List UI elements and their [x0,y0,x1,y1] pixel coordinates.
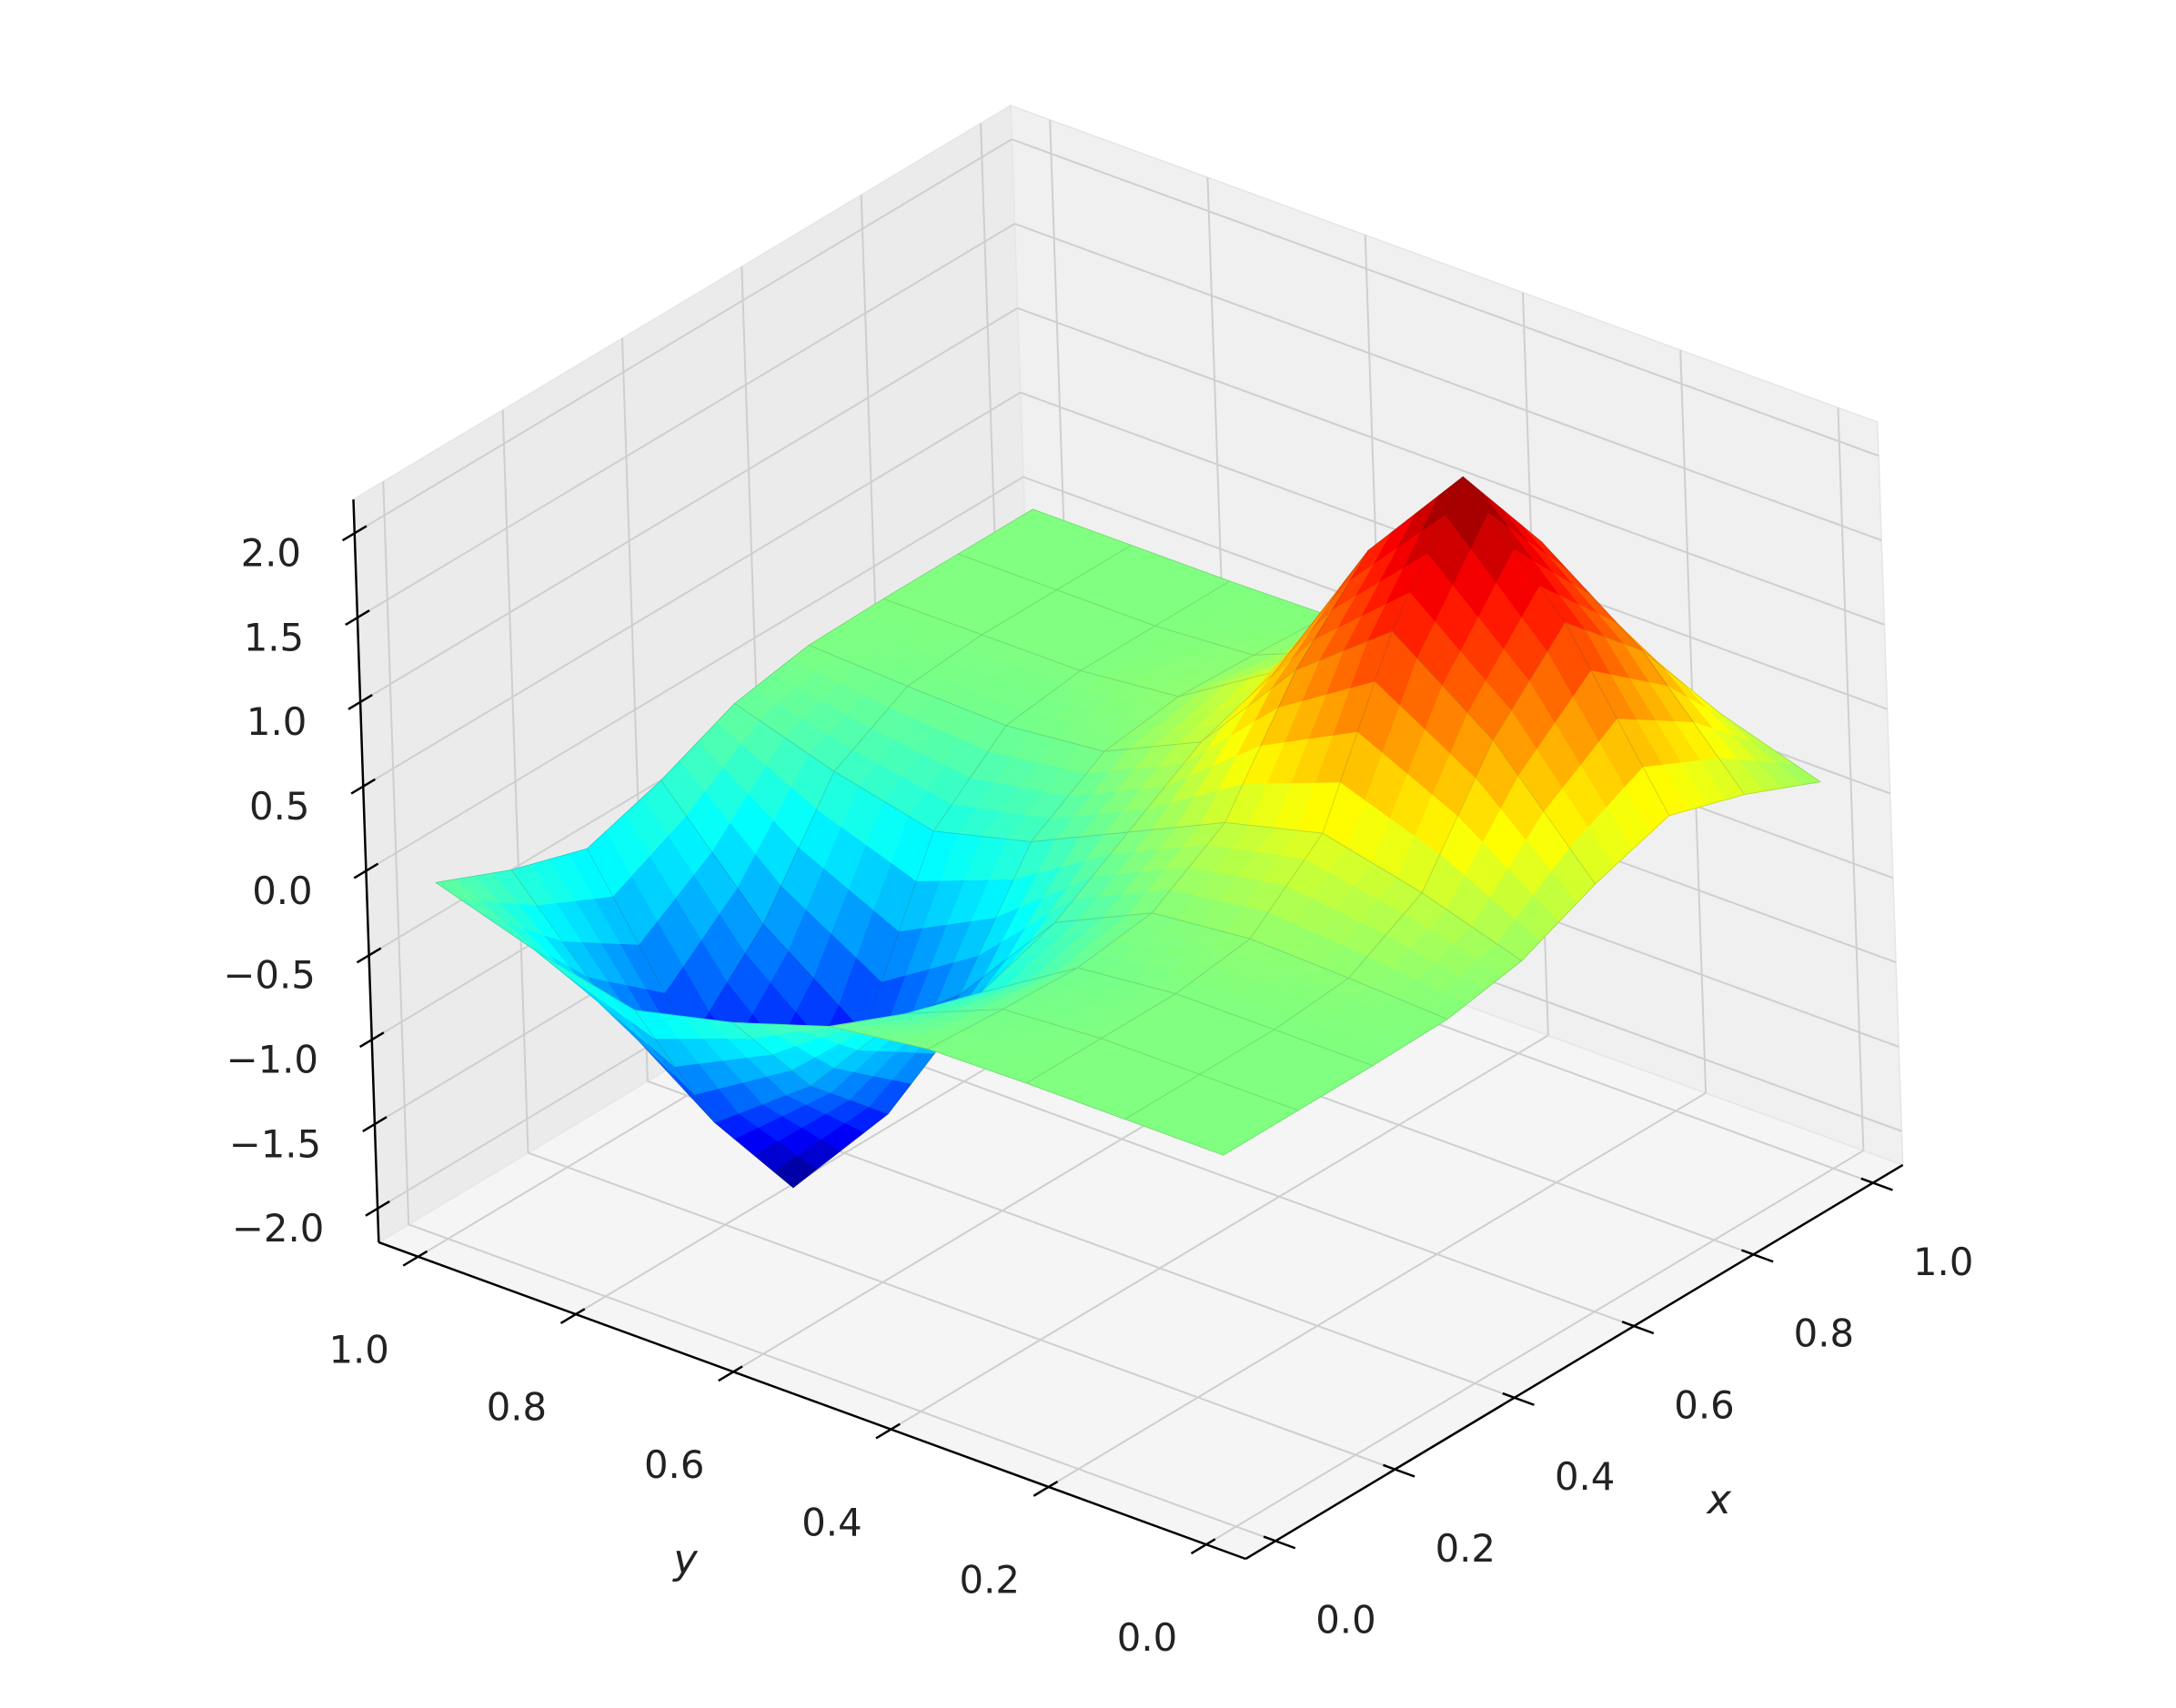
surface-patch [833,686,1007,832]
grid-line [357,223,1015,618]
y-tick-label: 0.8 [487,1385,547,1430]
grid-line [890,1034,1549,1431]
surface-patch [905,967,1078,1015]
x-tick-label: 0.6 [1674,1382,1734,1427]
grid-line [1048,1091,1707,1488]
grid-line [354,138,1012,535]
y-tick-label: 0.4 [801,1500,861,1544]
surface-patch [830,1009,1003,1050]
z-tick-label: −0.5 [223,953,315,998]
tick-mark [1033,1480,1059,1497]
surface-patch [981,589,1156,671]
z-tick-label: 1.5 [244,615,304,659]
grid-line [365,476,1024,872]
surface-patch [1421,738,1597,962]
y-tick-label: 0.0 [1117,1615,1177,1660]
grid-line [408,1223,1276,1542]
y-tick-label: 0.6 [644,1442,704,1487]
tick-mark [718,1365,743,1382]
grid-line [1205,1150,1864,1546]
tick-mark [1860,1177,1893,1191]
surface-patch [1030,741,1203,843]
x-axis-line [1244,1163,1904,1561]
surface-patch [926,1009,1103,1084]
grid-line [362,391,1022,788]
surface-patch [1100,993,1275,1075]
y-tick-label: 0.2 [960,1558,1020,1603]
surface-patch [1249,832,1423,980]
tick-mark [358,1031,385,1049]
surface-facet [1197,1134,1244,1156]
grid-line [1017,306,1885,626]
surface-patch [1462,477,1643,651]
grid-line [1011,138,1879,457]
tick-mark [1190,1538,1216,1555]
surface-patch [1002,967,1177,1040]
z-tick-label: −1.0 [227,1037,318,1081]
x-tick-label: 0.4 [1555,1454,1615,1499]
z-tick-label: −2.0 [232,1206,324,1251]
tick-mark [362,1116,388,1132]
surface-patch [1492,621,1670,885]
surface-patch [733,644,909,772]
surface-patch [979,912,1153,994]
surface-patch [932,725,1105,843]
surface-patch [660,702,835,926]
surface-patch [960,831,1130,995]
tick-mark [365,1200,390,1217]
x-tick-label: 0.2 [1436,1526,1496,1571]
surface-patch [906,634,1082,727]
y-tick-label: 1.0 [328,1327,388,1371]
surface-patch [1322,630,1494,894]
surface-patch [1103,670,1277,752]
tick-mark [345,609,370,627]
z-tick-label: −1.5 [229,1121,321,1166]
axes: 0.0 0.2 0.4 0.6 0.8 1.0 0.0 0.2 0.4 0.6 0.8 1.0 −2.0… [223,499,1973,1660]
x-axis-title: x [1706,1475,1732,1523]
z-tick-label: 0.5 [249,784,309,829]
tick-mark [356,947,382,964]
tick-mark [1621,1321,1655,1335]
tick-mark [1383,1463,1415,1478]
grid-line [359,306,1019,703]
z-tick-label: 2.0 [241,531,301,576]
surface [434,476,1822,1189]
tick-mark [341,525,368,542]
y-axis-title: y [671,1535,699,1583]
y-axis-line [378,1241,1246,1561]
surface-patch [1151,821,1324,939]
surface-mesh [1123,1073,1300,1156]
x-tick-label: 1.0 [1913,1240,1973,1284]
grid-line [528,1151,1395,1471]
surface-patch [1224,630,1393,834]
grid-line [1014,223,1882,541]
surface-patch [1127,669,1297,833]
surface-patch [633,1010,812,1123]
surface-patch [1347,892,1523,1020]
surface-patch [1123,1073,1300,1156]
surface-patch [1055,544,1231,627]
tick-mark [348,693,373,710]
tick-mark [350,778,377,795]
surface-patch [863,830,1033,1034]
z-tick-label: 0.0 [252,869,312,913]
tick-mark [559,1308,586,1324]
x-tick-label: 0.8 [1794,1311,1854,1356]
surface-patch [1174,938,1350,1030]
x-tick-label: 0.0 [1315,1598,1375,1643]
surface-patch [1564,621,1746,817]
tick-mark [1741,1249,1774,1263]
surface-patch [1391,476,1567,741]
tick-mark [353,862,379,879]
surface-patch [535,949,716,1123]
tick-mark [875,1422,901,1440]
surface-patch [762,770,934,1034]
z-tick-label: 1.0 [247,699,307,744]
tick-mark [402,1250,428,1267]
surface-patch [1201,550,1369,743]
tick-mark [1502,1392,1535,1406]
surface-patch [730,1013,906,1087]
tick-mark [1263,1535,1296,1550]
